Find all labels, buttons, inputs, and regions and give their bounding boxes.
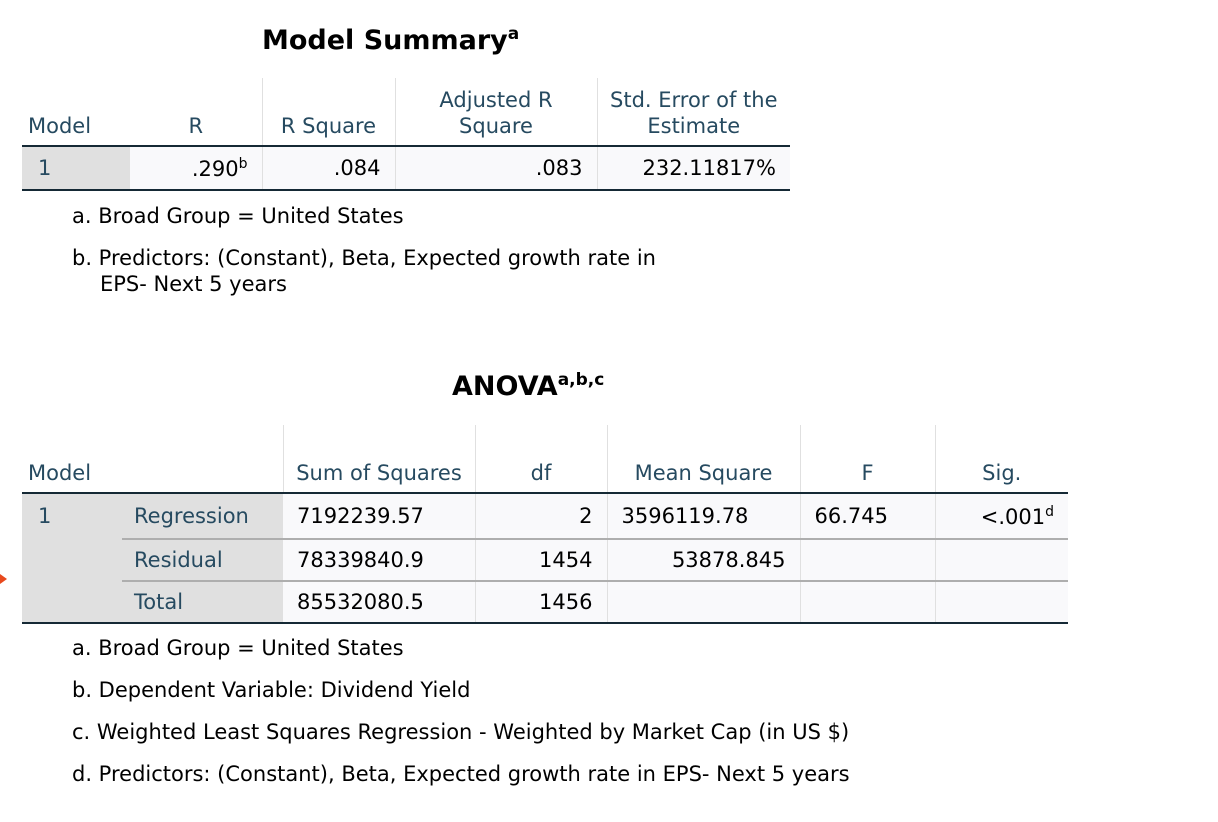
sig-cell: <.001d bbox=[934, 493, 1068, 539]
f-cell: 66.745 bbox=[799, 493, 935, 539]
sig-value: <.001 bbox=[980, 504, 1046, 529]
row-label: Residual bbox=[122, 538, 283, 581]
df-cell: 1454 bbox=[474, 538, 607, 581]
table-row: Residual 78339840.9 1454 53878.845 bbox=[22, 538, 1068, 581]
title-text: ANOVA bbox=[452, 371, 558, 402]
adj-r-square-cell: .083 bbox=[394, 146, 597, 190]
row-label: Regression bbox=[122, 493, 283, 539]
footnote-b: b. Predictors: (Constant), Beta, Expecte… bbox=[72, 246, 656, 270]
header-mean-square: Mean Square bbox=[606, 425, 800, 493]
ss-cell: 85532080.5 bbox=[283, 580, 475, 623]
model-summary-table: Model R R Square Adjusted R Square Std. … bbox=[22, 78, 790, 191]
table-row: 1 Regression 7192239.57 2 3596119.78 66.… bbox=[22, 493, 1068, 623]
df-cell: 2 bbox=[474, 493, 607, 539]
anova-title: ANOVAa,b,c bbox=[452, 370, 604, 402]
r-cell: .290b bbox=[130, 146, 262, 190]
ss-cell: 7192239.57 bbox=[283, 493, 475, 539]
title-footnote: a bbox=[507, 24, 520, 44]
r-footnote: b bbox=[238, 155, 248, 172]
row-marker-icon bbox=[0, 574, 7, 584]
header-f: F bbox=[799, 425, 935, 493]
sig-cell bbox=[934, 538, 1068, 581]
model-cell: 1 bbox=[22, 493, 122, 623]
anova-footnote-c: c. Weighted Least Squares Regression - W… bbox=[72, 720, 850, 744]
ms-cell bbox=[606, 580, 800, 623]
std-error-cell: 232.11817% bbox=[596, 146, 790, 190]
header-model: Model bbox=[28, 114, 92, 138]
df-cell: 1456 bbox=[474, 580, 607, 623]
anova-footnote-b: b. Dependent Variable: Dividend Yield bbox=[72, 678, 471, 702]
header-r: R bbox=[188, 114, 204, 138]
footnote-a: a. Broad Group = United States bbox=[72, 204, 404, 228]
ms-cell: 3596119.78 bbox=[606, 493, 800, 539]
sig-footnote: d bbox=[1045, 503, 1054, 520]
sig-cell bbox=[934, 580, 1068, 623]
title-text: Model Summary bbox=[262, 25, 508, 56]
ms-cell: 53878.845 bbox=[606, 538, 800, 581]
header-adj-r-square: Adjusted R Square bbox=[394, 78, 597, 146]
model-cell: 1 bbox=[22, 146, 130, 190]
table-row: 1 .290b .084 .083 232.11817% bbox=[22, 146, 790, 190]
header-r-square: R Square bbox=[261, 78, 395, 146]
header-df: df bbox=[474, 425, 607, 493]
header-model: Model bbox=[28, 461, 92, 485]
f-cell bbox=[799, 580, 935, 623]
footnote-b-cont: EPS- Next 5 years bbox=[100, 272, 287, 296]
table-row: Total 85532080.5 1456 bbox=[22, 580, 1068, 623]
anova-table: Model Sum of Squares df Mean Square F Si… bbox=[22, 425, 1068, 624]
model-summary-title: Model Summarya bbox=[262, 24, 519, 56]
f-cell bbox=[799, 538, 935, 581]
anova-footnote-d: d. Predictors: (Constant), Beta, Expecte… bbox=[72, 762, 850, 786]
anova-footnote-a: a. Broad Group = United States bbox=[72, 636, 404, 660]
r-square-cell: .084 bbox=[261, 146, 395, 190]
header-std-error: Std. Error of the Estimate bbox=[596, 78, 790, 146]
ss-cell: 78339840.9 bbox=[283, 538, 475, 581]
header-sig: Sig. bbox=[934, 425, 1068, 493]
header-sum-of-squares: Sum of Squares bbox=[282, 425, 475, 493]
row-label: Total bbox=[122, 580, 283, 623]
r-value: .290 bbox=[191, 156, 239, 181]
title-footnote: a,b,c bbox=[557, 370, 605, 390]
